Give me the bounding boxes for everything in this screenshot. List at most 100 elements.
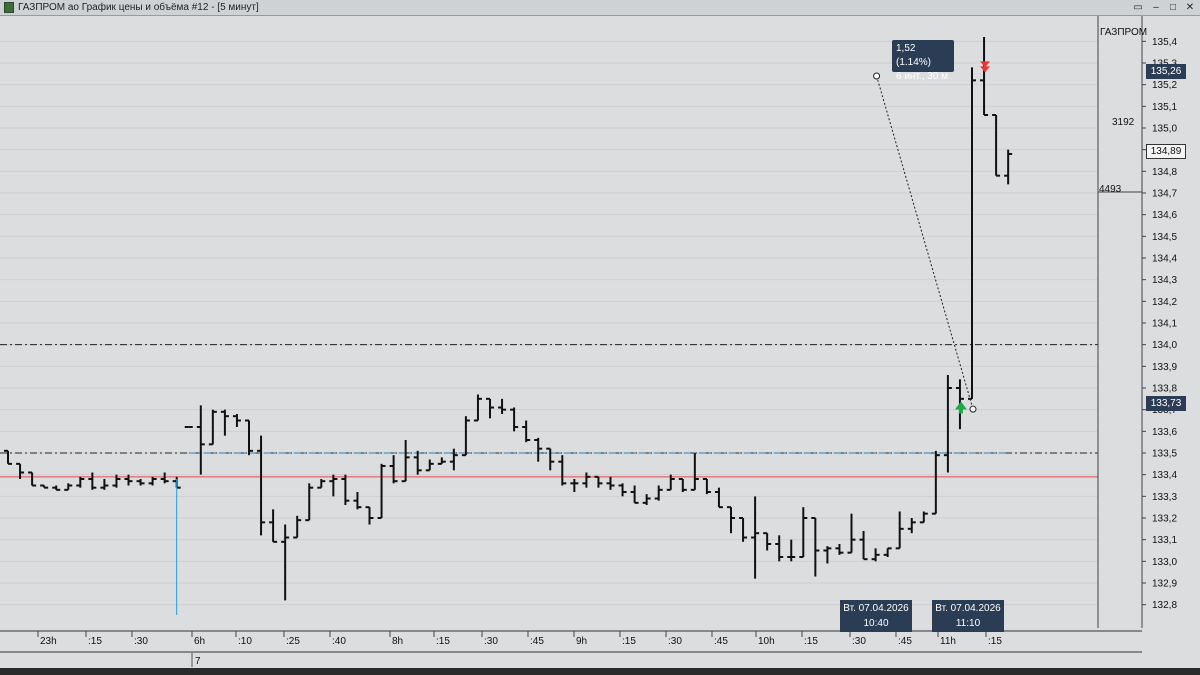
time-axis-background [0, 632, 1142, 652]
ohlc-bar-65 [787, 539, 796, 562]
ohlc-bar-19 [232, 414, 241, 427]
ohlc-bar-58 [702, 478, 711, 495]
time-tick-label-8: :15 [436, 636, 450, 647]
ohlc-bar-59 [714, 487, 723, 509]
time-tick-label-12: :15 [622, 636, 636, 647]
maximize-button[interactable]: □ [1169, 2, 1177, 13]
price-tick-label-12: 134,0 [1152, 340, 1177, 351]
ohlc-bar-43 [522, 420, 531, 443]
price-badge-1: 134,89 [1146, 144, 1186, 160]
chart-overlays [176, 61, 991, 615]
price-tick-label-11: 133,9 [1152, 362, 1177, 373]
time-box-end-time: 11:10 [955, 618, 981, 629]
ohlc-bar-50 [606, 476, 615, 490]
ohlc-bar-17 [208, 409, 217, 446]
price-tick-label-9: 133,7 [1152, 405, 1177, 416]
price-tick-label-8: 133,6 [1152, 427, 1177, 438]
measure-change: 1,52 (1.14%) [896, 43, 932, 68]
time-tick-label-0: 23h [40, 636, 57, 647]
time-tick-label-18: :45 [898, 636, 912, 647]
ohlc-bar-57 [690, 453, 699, 491]
time-tick-label-19: 11h [940, 636, 956, 647]
restore-panel-button[interactable]: ▭ [1133, 2, 1143, 13]
ohlc-bar-12 [148, 476, 157, 486]
ohlc-bar-40 [486, 397, 494, 419]
time-tick-label-17: :30 [852, 636, 866, 647]
ohlc-bar-32 [389, 455, 398, 484]
time-box-end-date: Вт. 07.04.2026 [935, 603, 1001, 614]
ohlc-bar-45 [546, 447, 555, 471]
ohlc-bar-46 [558, 455, 567, 486]
ohlc-bar-33 [401, 440, 410, 483]
ohlc-bar-47 [570, 479, 579, 492]
measure-duration: 6 инт., 30 м [896, 71, 949, 82]
window-title: ГАЗПРОМ ао График цены и объёма #12 - [5… [18, 2, 259, 13]
close-button[interactable]: ✕ [1185, 2, 1195, 13]
ohlc-bar-30 [365, 506, 374, 525]
ohlc-bar-49 [594, 475, 603, 488]
ohlc-bar-69 [835, 544, 844, 555]
price-tick-label-17: 134,5 [1152, 232, 1177, 243]
ohlc-bar-20 [245, 419, 253, 456]
ohlc-bar-35 [425, 459, 434, 472]
ohlc-bar-16 [196, 405, 205, 475]
price-tick-label-19: 134,7 [1152, 189, 1177, 200]
price-tick-label-23: 135,1 [1152, 102, 1177, 113]
price-tick-label-6: 133,4 [1152, 470, 1177, 481]
volume-label-1: 4493 [1099, 184, 1122, 195]
ohlc-bar-83 [1004, 149, 1013, 185]
price-tick-label-4: 133,2 [1152, 514, 1177, 525]
time-tick-label-1: :15 [88, 636, 102, 647]
ohlc-bar-78 [943, 375, 952, 473]
price-tick-label-13: 134,1 [1152, 319, 1177, 330]
time-tick-label-16: :15 [804, 636, 818, 647]
measure-end-point [969, 405, 977, 413]
ohlc-bar-3 [40, 484, 49, 489]
price-tick-label-2: 133,0 [1152, 557, 1177, 568]
price-tick-label-5: 133,3 [1152, 492, 1177, 503]
app-icon [4, 2, 14, 13]
ohlc-bar-61 [739, 517, 748, 542]
time-tick-label-14: :45 [714, 636, 728, 647]
measure-start-point [873, 72, 881, 80]
ohlc-bar-70 [847, 513, 856, 554]
ohlc-bar-74 [895, 511, 904, 550]
ohlc-bar-29 [353, 492, 362, 510]
time-tick-label-2: :30 [134, 636, 148, 647]
ohlc-bar-27 [329, 474, 338, 497]
ohlc-bar-7 [88, 472, 97, 490]
ohlc-bar-0 [4, 449, 12, 465]
ohlc-bar-41 [498, 398, 507, 414]
time-box-start-date: Вт. 07.04.2026 [843, 603, 909, 614]
ohlc-bar-75 [907, 518, 916, 534]
ohlc-bar-25 [305, 483, 314, 522]
ohlc-bar-36 [437, 457, 446, 465]
ohlc-bar-53 [642, 494, 651, 505]
ohlc-bar-66 [799, 507, 808, 558]
price-tick-label-14: 134,2 [1152, 297, 1177, 308]
ohlc-bar-71 [859, 531, 868, 561]
time-axis[interactable]: 23h:15:30 6h:10:25:40 8h:15:30:45 9h:15:30:… [37, 631, 1002, 647]
minimize-button[interactable]: – [1153, 2, 1159, 13]
volume-label-0: 3192 [1112, 117, 1135, 128]
ohlc-bar-34 [413, 450, 422, 475]
ohlc-bar-73 [883, 547, 892, 557]
date-row-label: 7 [195, 656, 201, 667]
ohlc-bars [4, 37, 1013, 601]
ohlc-bar-11 [136, 479, 145, 486]
ohlc-bar-64 [775, 535, 784, 562]
ohlc-bar-60 [727, 506, 735, 534]
ohlc-bar-6 [76, 476, 85, 488]
ohlc-bar-52 [630, 485, 639, 504]
price-tick-label-0: 132,8 [1152, 600, 1177, 611]
time-tick-label-7: 8h [392, 636, 403, 647]
price-chart[interactable]: ГАЗПРОМ 132,8 132,9 133,0 133,1 133,2 133,3 13… [0, 16, 1200, 675]
ohlc-bar-82 [992, 114, 1001, 177]
sell-arrow-icon [980, 61, 991, 73]
ohlc-bar-24 [293, 515, 302, 539]
ohlc-bar-8 [100, 479, 109, 490]
ohlc-bar-18 [220, 409, 229, 436]
measure-tooltip: 1,52 (1.14%) 6 инт., 30 м [892, 40, 954, 82]
time-tick-label-9: :30 [484, 636, 498, 647]
bottom-strip [0, 668, 1200, 675]
